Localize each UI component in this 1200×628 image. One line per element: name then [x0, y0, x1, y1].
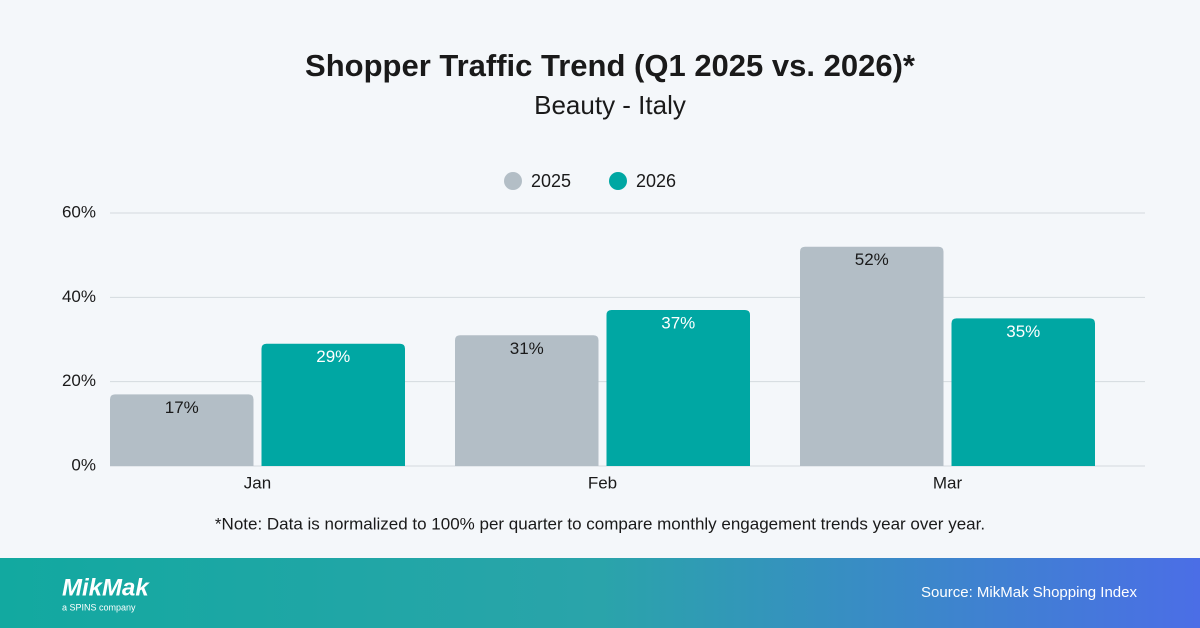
logo: MikMak	[62, 574, 150, 601]
y-tick-label: 60%	[62, 202, 96, 221]
value-label: 29%	[316, 347, 350, 366]
y-tick-label: 0%	[71, 455, 96, 474]
value-label: 37%	[661, 313, 695, 332]
legend-swatch	[504, 172, 522, 190]
value-label: 17%	[165, 398, 199, 417]
bar	[110, 394, 254, 466]
legend-label: 2025	[531, 171, 571, 191]
chart-subtitle: Beauty - Italy	[534, 90, 686, 120]
bar	[455, 335, 599, 466]
y-tick-label: 40%	[62, 287, 96, 306]
note: *Note: Data is normalized to 100% per qu…	[215, 514, 985, 533]
logo-tagline: a SPINS company	[62, 602, 136, 612]
bar	[951, 318, 1095, 466]
legend-label: 2026	[636, 171, 676, 191]
chart-title: Shopper Traffic Trend (Q1 2025 vs. 2026)…	[305, 48, 916, 83]
value-label: 31%	[510, 339, 544, 358]
value-label: 52%	[855, 250, 889, 269]
bar	[606, 309, 750, 466]
source: Source: MikMak Shopping Index	[921, 584, 1137, 601]
value-label: 35%	[1006, 322, 1040, 341]
y-tick-label: 20%	[62, 371, 96, 390]
x-tick-label: Jan	[244, 473, 271, 492]
bar	[800, 246, 944, 466]
legend-swatch	[609, 172, 627, 190]
x-tick-label: Mar	[933, 473, 963, 492]
bar	[261, 343, 405, 466]
x-tick-label: Feb	[588, 473, 617, 492]
footer-band	[0, 558, 1200, 628]
